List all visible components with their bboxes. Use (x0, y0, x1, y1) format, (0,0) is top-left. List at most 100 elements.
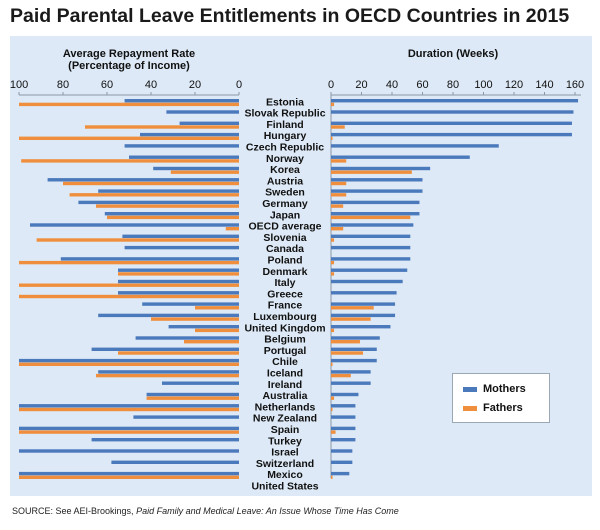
rate-bar-mothers-belgium (135, 336, 239, 340)
duration-bar-fathers-austria (331, 181, 347, 186)
category-label-japan: Japan (270, 209, 300, 221)
duration-bar-fathers-germany (331, 204, 344, 208)
category-label-slovenia: Slovenia (263, 232, 306, 244)
rate-bar-mothers-turkey (91, 438, 239, 442)
legend-label-mothers: Mothers (483, 383, 526, 395)
category-label-slovak-republic: Slovak Republic (244, 108, 325, 120)
rate-bar-fathers-norway (21, 159, 240, 163)
rate-bar-fathers-france (195, 306, 239, 310)
rate-bar-fathers-belgium (184, 340, 239, 344)
category-label-belgium: Belgium (264, 334, 305, 346)
duration-bar-mothers-netherlands (331, 404, 356, 408)
duration-bar-mothers-mexico (331, 471, 350, 476)
category-label-greece: Greece (267, 288, 303, 300)
duration-bar-mothers-slovak-republic (331, 110, 574, 114)
right-panel-title: Duration (Weeks) (408, 48, 499, 60)
category-label-chile: Chile (272, 356, 298, 368)
duration-bar-mothers-spain (331, 426, 356, 431)
rate-bar-mothers-czech-republic (124, 144, 239, 148)
rate-bar-fathers-portugal (118, 351, 239, 355)
rate-bar-fathers-slovenia (36, 238, 239, 242)
rate-bar-fathers-iceland (96, 373, 239, 378)
rate-bar-fathers-italy (19, 283, 239, 287)
duration-bar-fathers-estonia (331, 102, 335, 107)
rate-bar-fathers-chile (19, 362, 239, 366)
duration-bar-fathers-hungary (331, 136, 333, 140)
rate-bar-mothers-hungary (140, 132, 239, 137)
duration-bar-fathers-korea (331, 170, 412, 174)
rate-bar-fathers-korea (170, 170, 239, 174)
duration-bar-fathers-slovenia (331, 238, 335, 242)
category-label-australia: Australia (263, 390, 308, 402)
duration-bar-mothers-france (331, 302, 396, 306)
duration-bar-mothers-germany (331, 200, 420, 205)
duration-bar-fathers-oecd-average (331, 227, 344, 231)
rate-bar-mothers-estonia (124, 99, 239, 103)
duration-bar-mothers-canada (331, 245, 411, 250)
duration-bar-mothers-sweden (331, 189, 423, 193)
rate-bar-mothers-austria (47, 178, 239, 182)
legend-swatch-mothers (463, 386, 477, 392)
category-label-israel: Israel (271, 447, 299, 459)
duration-bar-mothers-switzerland (331, 460, 353, 464)
category-label-germany: Germany (262, 198, 308, 210)
rate-bar-fathers-united-kingdom (195, 328, 239, 333)
duration-bar-mothers-ireland (331, 381, 371, 385)
rate-bar-mothers-israel (19, 449, 239, 453)
duration-bar-mothers-oecd-average (331, 223, 414, 227)
category-label-mexico: Mexico (267, 469, 303, 481)
right-tick-label-40: 40 (386, 79, 398, 91)
category-label-turkey: Turkey (268, 435, 302, 447)
duration-bar-fathers-spain (331, 430, 336, 434)
category-label-canada: Canada (266, 243, 304, 255)
duration-bar-fathers-portugal (331, 351, 364, 355)
left-panel-title-line-1: Average Repayment Rate (63, 48, 195, 60)
rate-bar-fathers-poland (19, 260, 239, 265)
duration-bar-fathers-norway (331, 159, 347, 163)
duration-bar-mothers-new-zealand (331, 415, 356, 419)
rate-bar-fathers-austria (63, 181, 239, 186)
source-prefix: SOURCE: See AEI-Brookings, (12, 506, 137, 516)
category-label-switzerland: Switzerland (256, 458, 314, 470)
category-label-spain: Spain (271, 424, 300, 436)
duration-bar-fathers-mexico (331, 475, 333, 479)
right-tick-label-0: 0 (328, 79, 334, 91)
rate-bar-fathers-germany (96, 204, 239, 208)
category-label-oecd-average: OECD average (249, 221, 322, 233)
left-tick-label-80: 80 (57, 79, 69, 91)
category-label-poland: Poland (267, 255, 302, 267)
duration-bar-fathers-australia (331, 396, 335, 400)
category-label-netherlands: Netherlands (255, 401, 316, 413)
rate-bar-mothers-germany (78, 200, 240, 205)
right-tick-label-120: 120 (505, 79, 523, 91)
duration-bar-fathers-poland (331, 260, 335, 265)
rate-bar-fathers-mexico (19, 475, 239, 479)
left-tick-label-0: 0 (236, 79, 242, 91)
duration-bar-fathers-japan (331, 215, 411, 220)
category-label-united-kingdom: United Kingdom (244, 322, 325, 334)
duration-bar-mothers-luxembourg (331, 313, 396, 318)
right-tick-label-140: 140 (535, 79, 553, 91)
duration-bar-fathers-netherlands (331, 407, 333, 412)
rate-bar-mothers-iceland (98, 370, 239, 374)
duration-bar-mothers-finland (331, 121, 572, 125)
source-title: Paid Family and Medical Leave: An Issue … (136, 506, 399, 516)
rate-bar-mothers-ireland (162, 381, 239, 385)
duration-bar-mothers-portugal (331, 347, 377, 351)
duration-bar-fathers-finland (331, 125, 345, 129)
rate-bar-mothers-poland (60, 257, 239, 261)
duration-bar-mothers-iceland (331, 370, 371, 374)
category-label-france: France (268, 300, 303, 312)
rate-bar-fathers-greece (19, 294, 239, 299)
rate-bar-mothers-luxembourg (98, 313, 239, 318)
duration-bar-mothers-japan (331, 212, 420, 216)
chart-svg: Average Repayment Rate(Percentage of Inc… (10, 48, 584, 493)
category-label-finland: Finland (266, 119, 303, 131)
category-label-new-zealand: New Zealand (253, 413, 317, 425)
rate-bar-fathers-finland (85, 125, 239, 129)
chart-panel: Average Repayment Rate (Percentage of Inc… (10, 36, 592, 496)
duration-bar-mothers-slovenia (331, 234, 411, 238)
duration-bar-fathers-sweden (331, 193, 347, 197)
rate-bar-mothers-norway (129, 155, 239, 159)
